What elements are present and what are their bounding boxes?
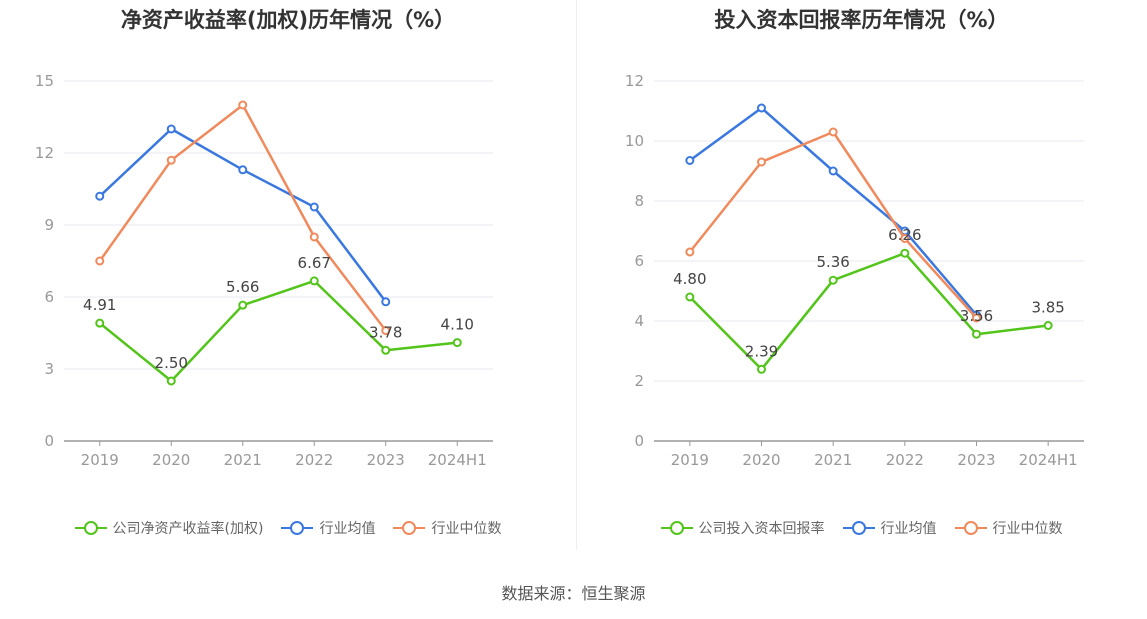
y-tick-label: 12 [35,144,54,162]
data-point-company [972,329,981,339]
data-point-average [238,165,248,175]
data-point-average [166,124,176,134]
data-point-median [166,155,176,165]
data-point-median [828,127,838,137]
legend-item-median[interactable]: 行业中位数 [393,518,501,538]
x-tick-label: 2021 [814,451,852,469]
data-point-average [95,191,105,201]
data-point-company [238,300,248,310]
x-tick-label: 2024H1 [428,451,487,469]
legend-label: 公司净资产收益率(加权) [112,521,264,537]
data-label: 2.50 [155,354,188,372]
roe-chart-panel: 净资产收益率(加权)历年情况（%） 0 3 6 9 12 15 2019 2020 2021 20… [0,0,576,550]
data-label: 5.36 [816,253,849,271]
y-tick-label: 3 [44,360,54,378]
y-tick-label: 6 [634,252,644,270]
data-point-median [757,157,766,167]
legend-label: 公司投入资本回报率 [698,521,825,537]
legend-label: 行业均值 [319,521,376,537]
y-tick-label: 2 [634,372,644,390]
y-tick-label: 0 [44,432,54,450]
legend-line-marker-icon [281,521,314,535]
legend-line-marker-icon [74,521,107,535]
legend-line-marker-icon [393,521,426,535]
y-tick-label: 10 [625,132,644,150]
data-point-company [757,364,766,374]
data-point-company [685,292,695,302]
data-point-median [972,313,981,323]
data-point-company [1043,321,1053,330]
y-tick-label: 8 [634,192,644,210]
data-point-company [900,248,910,258]
legend-label: 行业均值 [880,521,937,537]
data-label: 3.56 [960,307,993,325]
x-tick-label: 2022 [295,451,333,469]
series-line-median [688,130,978,319]
legend-label: 行业中位数 [992,521,1063,537]
x-tick-label: 2023 [957,451,995,469]
legend-label: 行业中位数 [431,521,502,537]
data-point-company [828,275,838,285]
data-label: 3.85 [1031,299,1064,317]
data-label: 4.91 [83,296,116,314]
y-tick-label: 12 [625,72,644,90]
data-point-median [95,256,105,266]
legend-item-average[interactable]: 行业均值 [281,518,375,538]
data-point-average [685,156,695,165]
panel-divider [576,0,577,550]
data-point-company [166,376,176,386]
x-tick-label: 2024H1 [1019,451,1078,469]
x-tick-label: 2020 [152,451,190,469]
data-point-median [309,232,319,242]
data-point-company [95,318,105,328]
data-point-average [828,166,838,176]
chart-title: 投入资本回报率历年情况（%） [714,8,1009,32]
data-label: 2.39 [745,342,778,360]
roic-line-chart: 0 2 4 6 8 10 12 2019 2020 2021 2022 2023 2024H1 4.80 2… [625,72,1084,469]
chart-legend: 公司投入资本回报率 行业均值 行业中位数 [576,518,1147,538]
y-tick-label: 9 [44,216,54,234]
x-tick-label: 2020 [742,451,780,469]
x-tick-label: 2019 [671,451,709,469]
data-point-median [238,100,248,110]
x-tick-label: 2021 [224,451,262,469]
legend-line-marker-icon [660,521,693,535]
data-point-average [381,297,391,307]
data-label: 4.10 [441,316,474,334]
roic-chart-panel: 投入资本回报率历年情况（%） 0 2 4 6 8 10 12 2019 2020 2021 2022… [576,0,1147,550]
series-line-company [99,279,458,383]
chart-legend: 公司净资产收益率(加权) 行业均值 行业中位数 [0,518,576,538]
data-label: 3.78 [369,323,402,341]
y-tick-label: 0 [634,432,644,450]
data-point-company [381,345,391,355]
data-point-median [381,326,391,336]
legend-item-company[interactable]: 公司投入资本回报率 [660,518,825,538]
data-label: 6.26 [888,226,921,244]
data-point-company [309,276,319,286]
chart-title: 净资产收益率(加权)历年情况（%） [120,8,456,32]
legend-item-average[interactable]: 行业均值 [842,518,937,538]
data-point-median [900,234,910,243]
x-tick-label: 2022 [886,451,924,469]
legend-item-median[interactable]: 行业中位数 [954,518,1063,538]
legend-line-marker-icon [954,521,987,535]
x-tick-label: 2023 [367,451,405,469]
data-point-company [452,338,462,348]
x-tick-label: 2019 [81,451,119,469]
y-tick-label: 4 [634,312,644,330]
data-point-median [685,247,695,257]
data-label: 4.80 [673,270,706,288]
legend-item-company[interactable]: 公司净资产收益率(加权) [74,518,264,538]
y-tick-label: 15 [35,72,54,90]
roe-line-chart: 0 3 6 9 12 15 2019 2020 2021 2022 2023 2024H1 4.91 2.… [35,72,493,469]
y-tick-label: 6 [44,288,54,306]
data-label: 5.66 [226,278,259,296]
data-point-average [757,103,766,113]
data-label: 6.67 [298,254,331,272]
data-point-average [309,202,319,212]
series-line-company [688,251,1049,371]
legend-line-marker-icon [842,521,875,535]
data-source-note: 数据来源：恒生聚源 [501,584,646,603]
